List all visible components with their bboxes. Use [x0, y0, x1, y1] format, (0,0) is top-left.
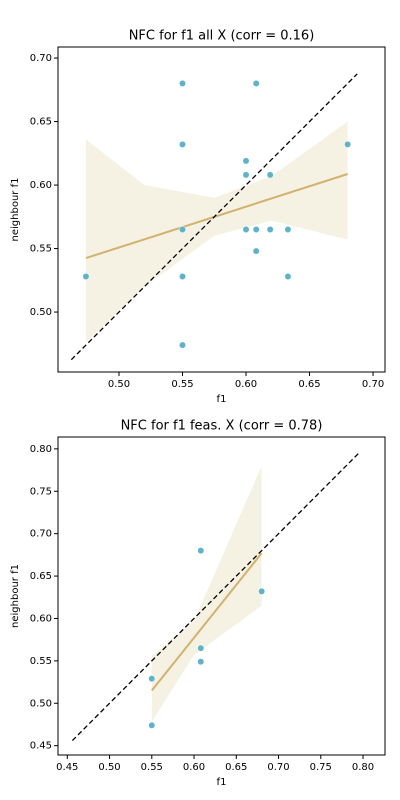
point	[197, 658, 205, 666]
x-tick-label: 0.65	[298, 379, 320, 390]
y-tick-label: 0.60	[30, 613, 52, 624]
point	[258, 587, 266, 595]
regression-line	[151, 552, 263, 692]
point	[266, 226, 274, 233]
y-axis-label: neighbour f1	[10, 178, 21, 242]
point	[197, 644, 205, 652]
identity-line	[71, 452, 360, 742]
y-tick-label: 0.70	[30, 529, 52, 540]
x-tick-label: 0.55	[141, 762, 163, 773]
x-tick-label: 0.75	[310, 762, 332, 773]
chart-title: NFC for f1 feas. X (corr = 0.78)	[121, 419, 323, 434]
y-tick-label: 0.50	[30, 698, 52, 709]
confidence-band	[151, 465, 262, 722]
y-tick-label: 0.80	[30, 444, 52, 455]
point	[266, 171, 274, 179]
point	[179, 341, 186, 349]
y-tick-label: 0.70	[30, 53, 52, 64]
y-tick-label: 0.55	[30, 656, 52, 667]
x-axis-label: f1	[217, 777, 227, 788]
point	[284, 273, 292, 280]
x-tick-label: 0.55	[171, 379, 193, 390]
x-axis-label: f1	[217, 394, 227, 405]
point	[179, 226, 186, 233]
point	[179, 140, 186, 148]
point	[284, 226, 292, 233]
point	[344, 140, 352, 148]
y-tick-label: 0.75	[30, 486, 52, 497]
y-tick-label: 0.55	[30, 244, 52, 255]
chart-title: NFC for f1 all X (corr = 0.16)	[129, 29, 315, 44]
point	[82, 273, 90, 280]
x-tick-label: 0.80	[352, 762, 374, 773]
x-tick-label: 0.70	[267, 762, 289, 773]
x-tick-label: 0.45	[56, 762, 78, 773]
confidence-band	[85, 121, 348, 343]
point	[242, 171, 250, 179]
point	[252, 247, 260, 255]
point	[197, 547, 205, 555]
point	[179, 273, 186, 280]
panel: 0.50 0.55 0.60 0.65 0.70 0.50 0.55 0.60 0.65 0.70…	[10, 29, 386, 405]
point	[179, 79, 186, 87]
regression-line	[85, 173, 348, 260]
point	[148, 675, 156, 683]
y-tick-label: 0.65	[30, 571, 52, 582]
y-tick-label: 0.50	[30, 307, 52, 318]
point	[242, 226, 250, 233]
axes-frame	[57, 436, 386, 756]
panel: 0.45 0.50 0.55 0.60 0.65 0.70 0.75 0.80 0.45 0.50…	[10, 419, 386, 788]
identity-line	[70, 73, 358, 361]
point	[252, 79, 260, 87]
point	[148, 721, 156, 729]
axes-frame	[57, 46, 386, 373]
y-tick-label: 0.65	[30, 117, 52, 128]
y-tick-label: 0.45	[30, 741, 52, 752]
point	[252, 226, 260, 233]
x-tick-label: 0.60	[235, 379, 257, 390]
x-tick-label: 0.50	[98, 762, 120, 773]
x-tick-label: 0.60	[183, 762, 205, 773]
point	[242, 157, 250, 165]
y-tick-label: 0.60	[30, 180, 52, 191]
x-tick-label: 0.70	[362, 379, 384, 390]
x-tick-label: 0.50	[108, 379, 130, 390]
y-axis-label: neighbour f1	[10, 564, 21, 628]
x-tick-label: 0.65	[225, 762, 247, 773]
